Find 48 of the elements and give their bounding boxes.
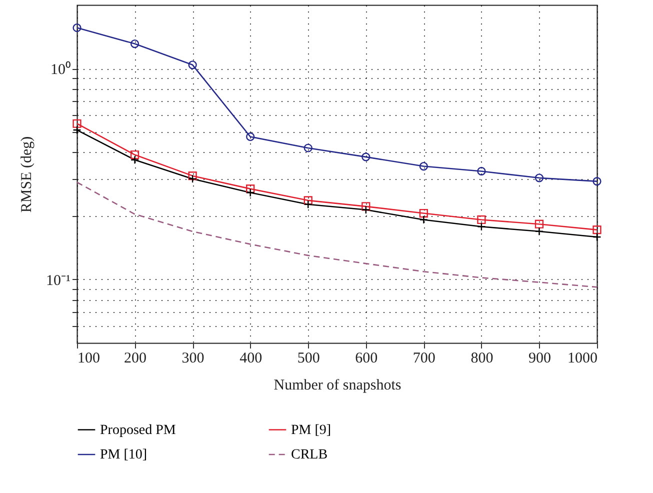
x-tick-label: 800 <box>470 350 494 366</box>
x-tick-label: 900 <box>528 350 551 366</box>
x-tick-label: 700 <box>412 350 436 366</box>
point <box>419 162 428 171</box>
x-tick-label: 500 <box>297 350 320 366</box>
point <box>419 208 428 218</box>
point <box>362 152 370 162</box>
legend-label: CRLB <box>291 448 328 462</box>
point <box>477 222 486 231</box>
point <box>304 200 312 209</box>
legend-label: PM [10] <box>100 448 148 462</box>
point <box>534 227 544 236</box>
x-tick-label: 400 <box>240 350 262 366</box>
point <box>362 205 370 214</box>
point <box>130 156 140 164</box>
y-axis-title: RMSE (deg) <box>19 136 36 213</box>
point <box>304 196 312 205</box>
point <box>534 220 544 228</box>
x-tick-label: 300 <box>182 350 204 366</box>
x-axis-title: Number of snapshots <box>274 378 402 394</box>
point <box>534 174 544 182</box>
point <box>304 144 312 152</box>
point <box>72 126 82 134</box>
line-series <box>76 182 598 288</box>
legend-label: Proposed PM <box>100 422 176 438</box>
legend-label: PM [9] <box>291 422 332 438</box>
y-tick-label: 10⁰ <box>50 61 70 78</box>
point <box>246 188 255 197</box>
x-tick-label: 600 <box>355 350 378 366</box>
point <box>477 166 486 176</box>
point <box>362 202 370 211</box>
x-tick-label: 200 <box>124 350 147 366</box>
x-tick-label: 100 <box>78 350 100 366</box>
point <box>477 215 486 224</box>
point <box>592 225 602 234</box>
point <box>592 177 602 186</box>
point <box>72 23 82 32</box>
point <box>188 172 197 180</box>
x-tick-label: 1000 <box>568 350 598 366</box>
y-tick-label: 10⁻¹ <box>46 272 70 289</box>
point <box>246 132 255 142</box>
point <box>72 119 82 128</box>
point <box>188 174 197 184</box>
point <box>130 39 140 48</box>
point <box>188 60 197 70</box>
point <box>592 232 602 242</box>
point <box>419 215 428 224</box>
point <box>130 150 140 160</box>
